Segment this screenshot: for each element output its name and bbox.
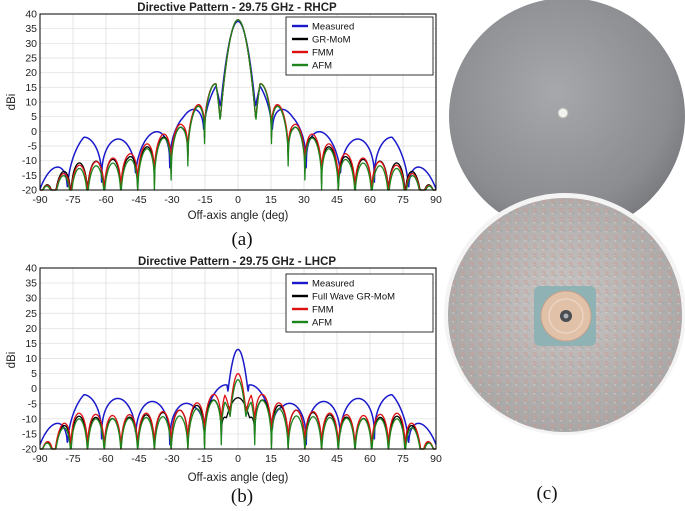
x-tick-label: -15 — [197, 453, 212, 465]
x-tick-label: 0 — [235, 194, 241, 206]
plot-frame — [39, 13, 437, 191]
plot-frame — [39, 267, 437, 450]
y-axis-label: dBi — [6, 94, 18, 111]
y-tick-label: 20 — [25, 323, 37, 335]
series-line-fmm — [39, 372, 437, 450]
y-tick-label: -5 — [28, 141, 37, 153]
y-tick-label: 20 — [25, 67, 37, 79]
y-tick-label: -10 — [22, 413, 37, 425]
panel-label-a: (a) — [231, 229, 252, 250]
y-tick-label: 5 — [31, 368, 37, 380]
y-tick-label: 10 — [25, 353, 37, 365]
y-tick-label: 40 — [25, 263, 37, 275]
feed-point — [557, 107, 569, 119]
x-tick-label: 0 — [235, 453, 241, 465]
legend-entry: AFM — [312, 61, 332, 72]
legend-entry: AFM — [312, 318, 332, 329]
series-line-measured — [39, 348, 437, 446]
x-tick-label: 45 — [331, 453, 343, 465]
legend-box — [285, 273, 434, 333]
series-line-afm — [39, 19, 437, 191]
legend-entry: Full Wave GR-MoM — [312, 292, 395, 303]
legend-box — [285, 16, 434, 76]
y-tick-label: -15 — [22, 170, 37, 182]
y-tick-label: 0 — [31, 126, 37, 138]
y-tick-label: 35 — [25, 23, 37, 35]
y-tick-label: 15 — [25, 82, 37, 94]
y-tick-label: -5 — [28, 398, 37, 410]
x-tick-label: 30 — [298, 453, 310, 465]
legend-entry: GR-MoM — [312, 35, 351, 46]
x-axis-label: Off-axis angle (deg) — [188, 210, 289, 222]
panel-label-c: (c) — [536, 483, 557, 504]
x-tick-label: -15 — [197, 194, 212, 206]
y-tick-label: -20 — [22, 185, 37, 197]
x-tick-label: -75 — [65, 453, 80, 465]
x-tick-label: 75 — [397, 194, 409, 206]
antenna-photo: (c) — [444, 0, 685, 504]
x-tick-label: 60 — [364, 194, 376, 206]
y-tick-label: 5 — [31, 111, 37, 123]
x-tick-label: 45 — [331, 194, 343, 206]
y-axis-label: dBi — [6, 352, 18, 369]
y-tick-label: 25 — [25, 308, 37, 320]
x-tick-label: 90 — [430, 194, 442, 206]
y-tick-label: 35 — [25, 278, 37, 290]
y-tick-label: -20 — [22, 444, 37, 456]
x-tick-label: 90 — [430, 453, 442, 465]
y-tick-label: -10 — [22, 155, 37, 167]
series-line-measured — [39, 20, 437, 190]
y-tick-label: 30 — [25, 293, 37, 305]
x-tick-label: -90 — [32, 194, 47, 206]
y-tick-label: 15 — [25, 338, 37, 350]
x-tick-label: 15 — [265, 194, 277, 206]
x-tick-label: -60 — [98, 453, 113, 465]
chart-lhcp: Directive Pattern - 29.75 GHz - LHCP -20… — [6, 256, 442, 507]
antenna-disc-back — [449, 0, 685, 234]
x-tick-label: 15 — [265, 453, 277, 465]
x-tick-label: -75 — [65, 194, 80, 206]
x-tick-label: -60 — [98, 194, 113, 206]
series-line-afm — [39, 378, 437, 450]
feed-hole-center — [563, 313, 569, 319]
legend-entry: FMM — [312, 305, 334, 316]
y-tick-label: 40 — [25, 9, 37, 21]
panel-label-b: (b) — [231, 486, 253, 507]
x-axis-label: Off-axis angle (deg) — [188, 472, 289, 484]
chart-title: Directive Pattern - 29.75 GHz - RHCP — [137, 2, 337, 14]
legend-entry: Measured — [312, 22, 354, 33]
x-tick-label: -90 — [32, 453, 47, 465]
y-tick-label: 0 — [31, 383, 37, 395]
x-tick-label: -30 — [164, 453, 179, 465]
x-tick-label: 60 — [364, 453, 376, 465]
x-tick-label: -45 — [131, 453, 146, 465]
legend: Measured GR-MoM FMM AFM — [285, 16, 434, 76]
chart-rhcp: Directive Pattern - 29.75 GHz - RHCP -20… — [6, 2, 442, 250]
x-tick-label: -45 — [131, 194, 146, 206]
feed-ring-inner — [548, 298, 584, 334]
legend: Measured Full Wave GR-MoM FMM AFM — [285, 273, 434, 333]
x-tick-label: 30 — [298, 194, 310, 206]
x-tick-label: -30 — [164, 194, 179, 206]
chart-title: Directive Pattern - 29.75 GHz - LHCP — [138, 256, 336, 268]
y-tick-label: 25 — [25, 53, 37, 65]
y-tick-label: 30 — [25, 38, 37, 50]
y-tick-label: -15 — [22, 428, 37, 440]
x-tick-label: 75 — [397, 453, 409, 465]
y-tick-label: 10 — [25, 97, 37, 109]
legend-entry: FMM — [312, 48, 334, 59]
legend-entry: Measured — [312, 279, 354, 290]
